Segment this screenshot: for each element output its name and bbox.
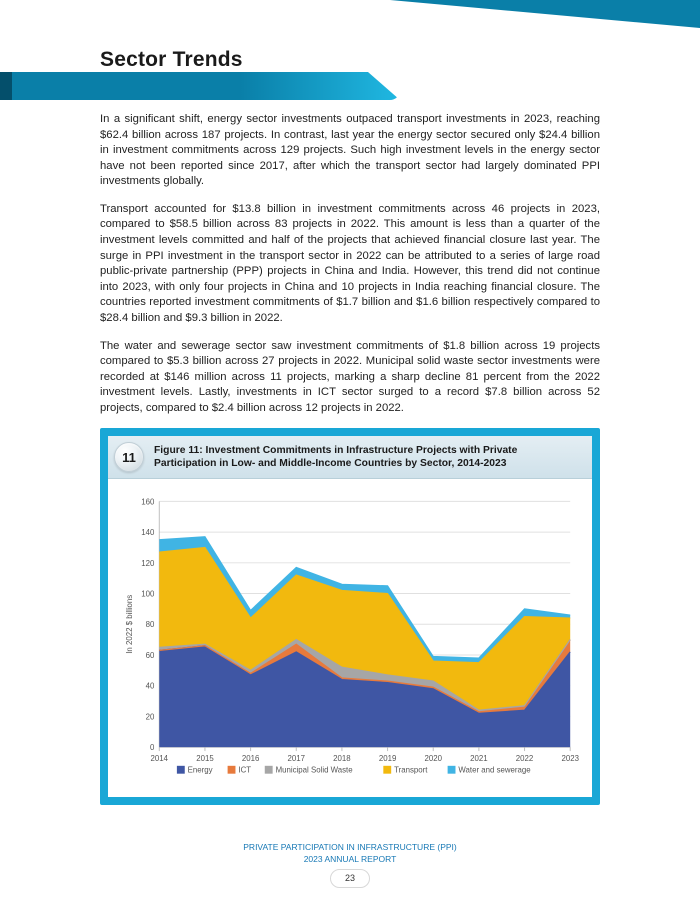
svg-text:Water and sewerage: Water and sewerage xyxy=(458,766,531,775)
header-accent-bottom xyxy=(0,72,400,100)
footer-line1: PRIVATE PARTICIPATION IN INFRASTRUCTURE … xyxy=(0,842,700,854)
svg-text:80: 80 xyxy=(146,621,155,630)
paragraph: In a significant shift, energy sector in… xyxy=(100,112,600,190)
chart-container: 0 20 40 60 80 100 120 140 160 2014 2015 2016 2017 201… xyxy=(108,479,592,797)
header-accent-top xyxy=(390,0,700,28)
page-footer: PRIVATE PARTICIPATION IN INFRASTRUCTURE … xyxy=(0,842,700,888)
svg-text:0: 0 xyxy=(150,743,155,752)
figure-titlebar: 11 Figure 11: Investment Commitments in … xyxy=(108,436,592,479)
figure-title: Figure 11: Investment Commitments in Inf… xyxy=(154,444,580,471)
figure-number-badge: 11 xyxy=(114,442,144,472)
svg-text:2015: 2015 xyxy=(196,754,214,763)
stacked-area-chart: 0 20 40 60 80 100 120 140 160 2014 2015 2016 2017 201… xyxy=(118,489,582,789)
svg-text:2014: 2014 xyxy=(151,754,169,763)
svg-text:Energy: Energy xyxy=(188,766,213,775)
svg-text:20: 20 xyxy=(146,713,155,722)
svg-text:2021: 2021 xyxy=(470,754,487,763)
svg-text:40: 40 xyxy=(146,682,155,691)
svg-text:Transport: Transport xyxy=(394,766,428,775)
svg-text:ICT: ICT xyxy=(238,766,251,775)
paragraph: Transport accounted for $13.8 billion in… xyxy=(100,202,600,327)
page-number: 23 xyxy=(330,869,370,888)
svg-text:2023: 2023 xyxy=(561,754,579,763)
svg-text:2022: 2022 xyxy=(516,754,533,763)
svg-text:120: 120 xyxy=(141,559,155,568)
svg-text:2017: 2017 xyxy=(288,754,305,763)
page-header: Sector Trends xyxy=(0,0,700,100)
footer-line2: 2023 ANNUAL REPORT xyxy=(0,854,700,866)
figure-card: 11 Figure 11: Investment Commitments in … xyxy=(100,428,600,805)
svg-text:2016: 2016 xyxy=(242,754,260,763)
header-accent-cap xyxy=(0,72,12,100)
svg-text:Municipal Solid Waste: Municipal Solid Waste xyxy=(276,766,354,775)
svg-text:100: 100 xyxy=(141,590,155,599)
page-title: Sector Trends xyxy=(100,48,243,72)
svg-text:2018: 2018 xyxy=(333,754,351,763)
svg-text:In 2022 $ billions: In 2022 $ billions xyxy=(125,595,134,654)
svg-text:2019: 2019 xyxy=(379,754,396,763)
svg-text:60: 60 xyxy=(146,651,155,660)
svg-text:160: 160 xyxy=(141,498,155,507)
paragraph: The water and sewerage sector saw invest… xyxy=(100,339,600,417)
body-content: In a significant shift, energy sector in… xyxy=(0,100,700,416)
svg-text:2020: 2020 xyxy=(424,754,442,763)
svg-text:140: 140 xyxy=(141,528,155,537)
